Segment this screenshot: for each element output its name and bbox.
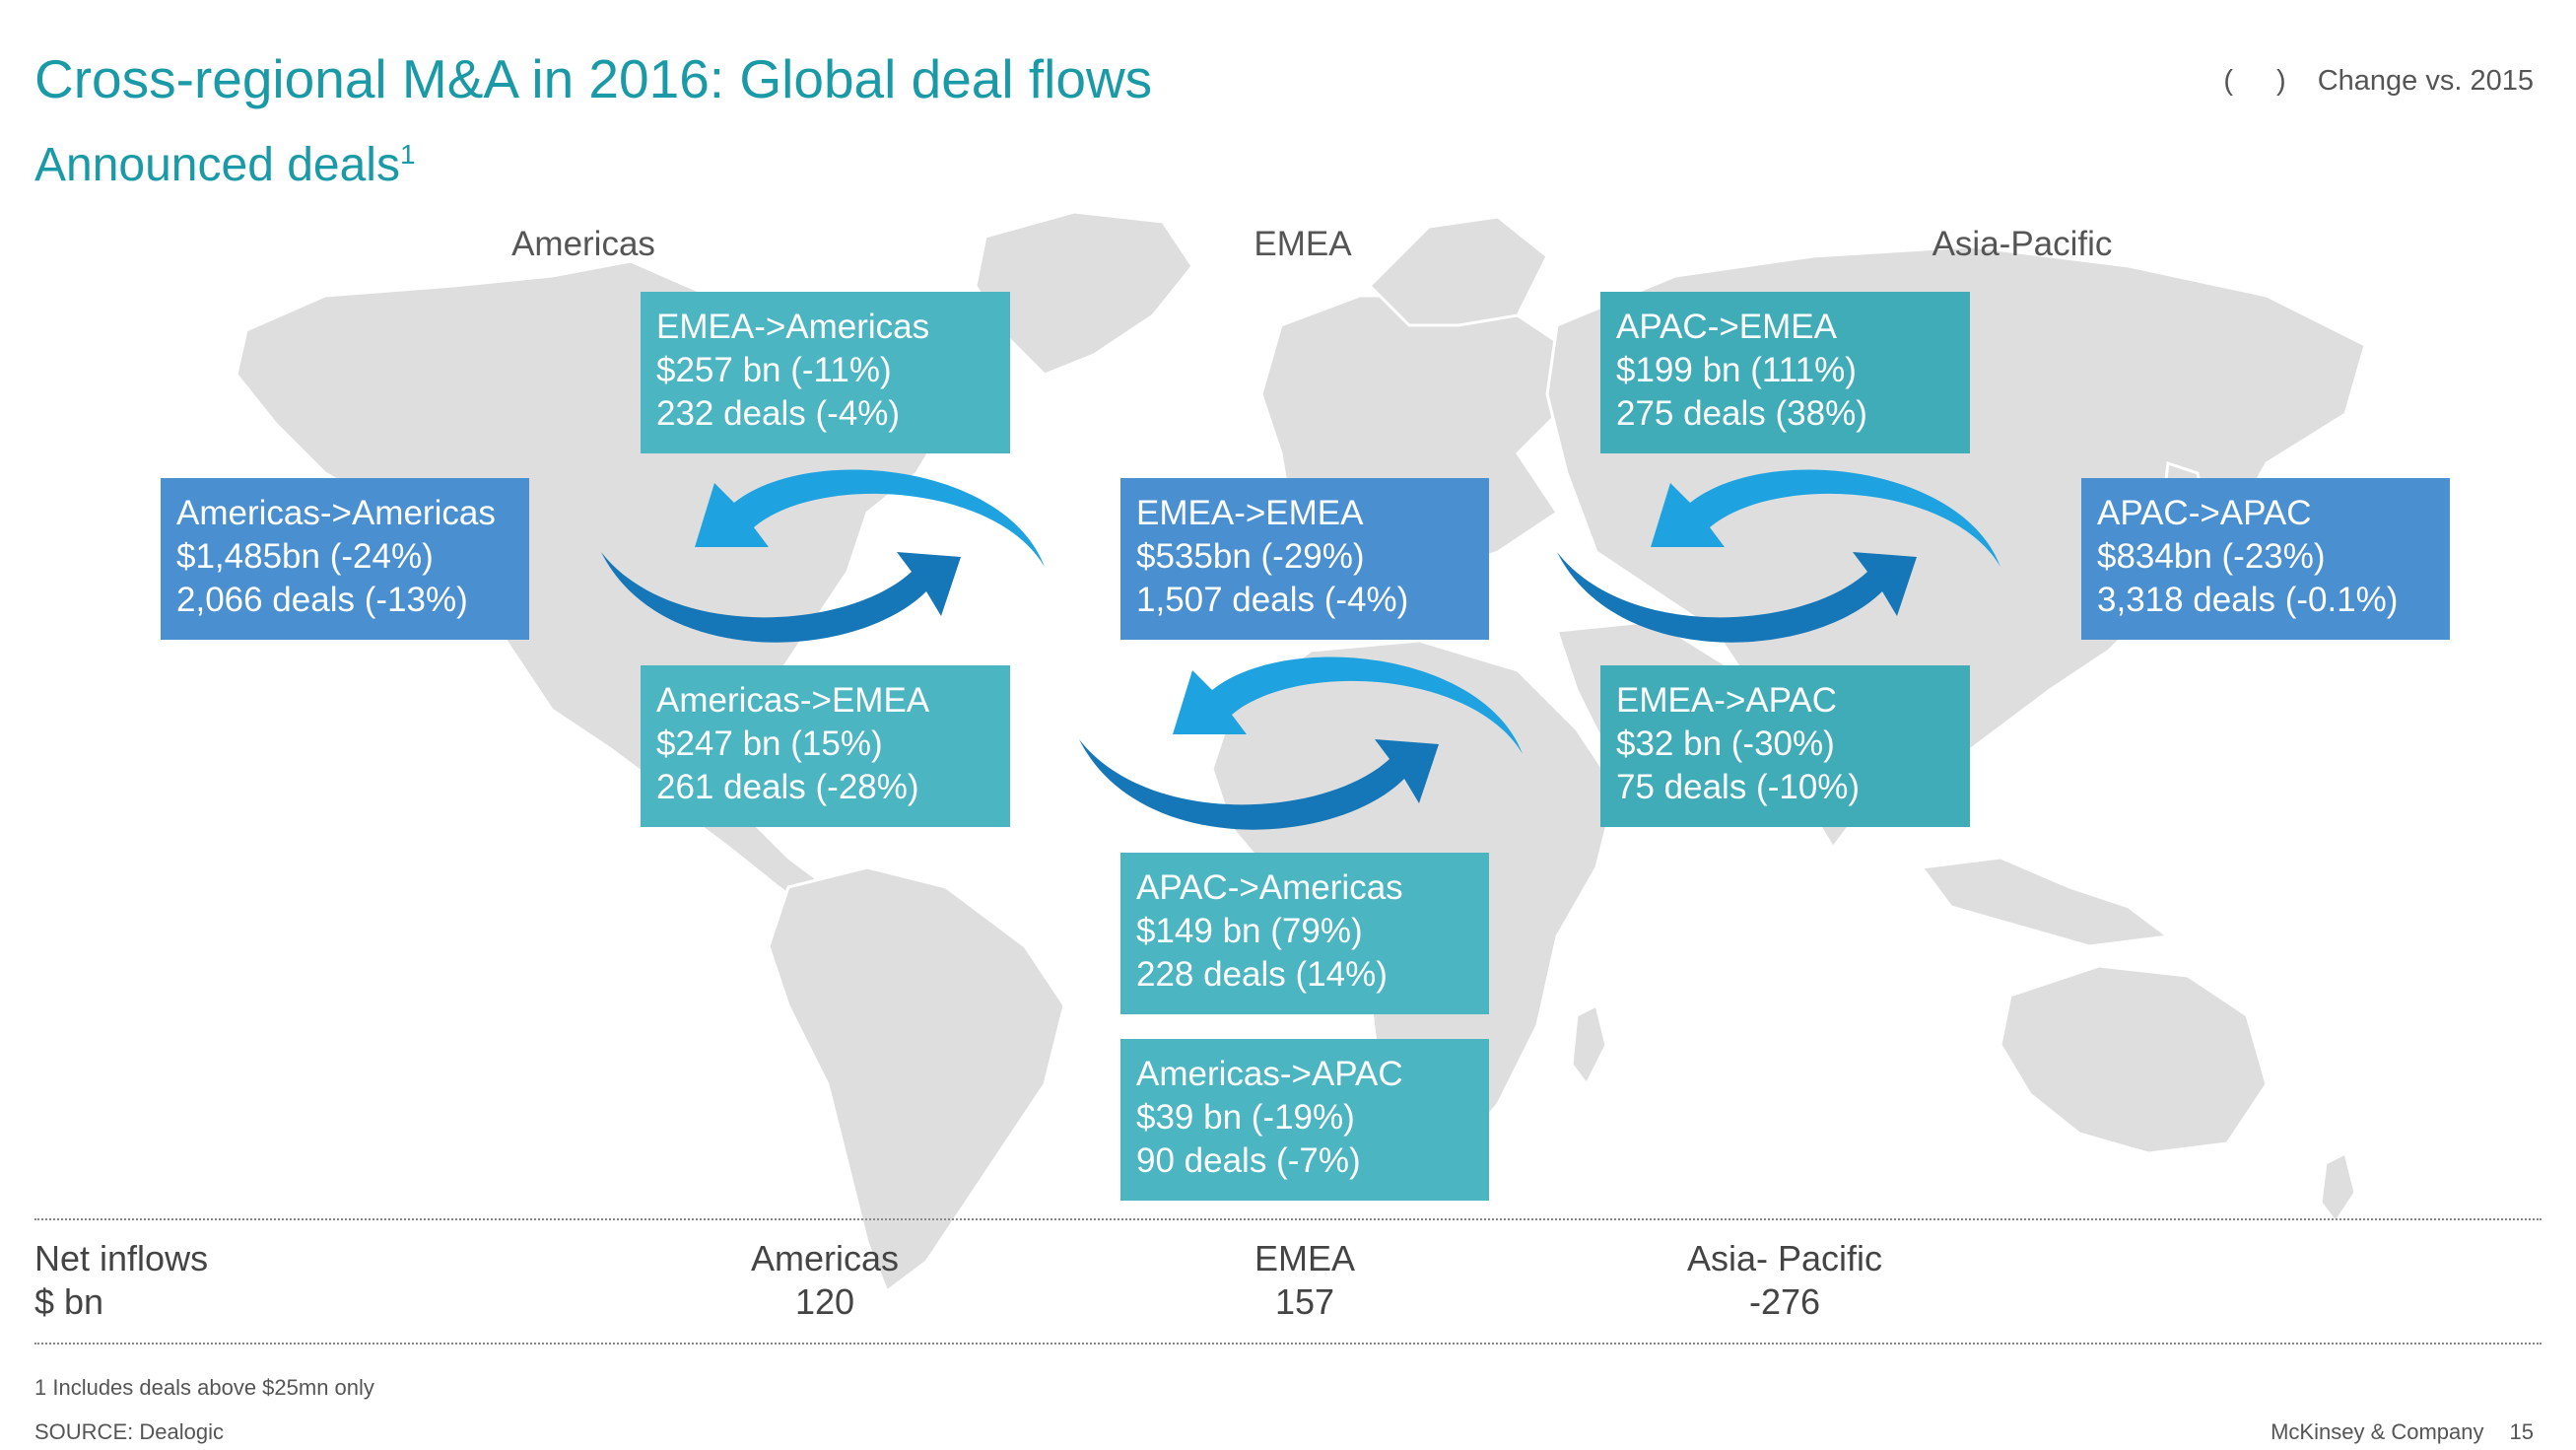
source-note: SOURCE: Dealogic	[34, 1419, 224, 1444]
page-title: Cross-regional M&A in 2016: Global deal …	[34, 48, 1153, 109]
arrow-pair-americas	[601, 469, 1045, 643]
flow-label: EMEA->EMEA	[1136, 494, 1364, 532]
arrow-pair-emea	[1079, 656, 1523, 830]
divider-top	[34, 1218, 2542, 1220]
australia-shape	[1999, 964, 2269, 1155]
change-legend: ( ) Change vs. 2015	[2223, 65, 2534, 98]
flow-value: $39 bn (-19%)	[1136, 1098, 1355, 1137]
region-label-americas: Americas	[511, 225, 655, 263]
arrow-apac-to-emea-lower	[1173, 656, 1523, 754]
region-label-emea: EMEA	[1254, 225, 1352, 263]
region-label-apac: Asia-Pacific	[1932, 225, 2113, 263]
flow-label: Americas->APAC	[1136, 1055, 1403, 1093]
flow-deals: 275 deals (38%)	[1616, 394, 1867, 433]
net-inflow-americas-value: 120	[794, 1281, 855, 1322]
flow-value: $257 bn (-11%)	[656, 351, 892, 389]
flow-box-apac-americas: APAC->Americas $149 bn (79%) 228 deals (…	[1120, 853, 1489, 1014]
scandinavia-shape	[1367, 215, 1549, 327]
brand-name: McKinsey & Company	[2271, 1419, 2484, 1444]
arrow-emea-to-apac-lower	[1079, 739, 1439, 830]
madagascar-shape	[1570, 1002, 1608, 1087]
net-inflows-label: Net inflows	[34, 1238, 209, 1278]
new-zealand-shape	[2319, 1150, 2357, 1225]
flow-value: $199 bn (111%)	[1616, 351, 1857, 389]
flow-box-apac-apac: APAC->APAC $834bn (-23%) 3,318 deals (-0…	[2081, 478, 2450, 640]
arrow-apac-to-emea	[1651, 469, 2000, 567]
subtitle-text: Announced deals	[34, 139, 400, 191]
net-inflows-unit: $ bn	[34, 1281, 104, 1322]
net-inflow-emea-name: EMEA	[1254, 1238, 1356, 1278]
flow-value: $834bn (-23%)	[2097, 537, 2326, 576]
south-america-shape	[767, 865, 1066, 1294]
divider-bottom	[34, 1343, 2542, 1345]
arrow-emea-to-apac	[1557, 552, 1917, 643]
flow-box-apac-emea: APAC->EMEA $199 bn (111%) 275 deals (38%…	[1600, 292, 1970, 453]
page-subtitle: Announced deals1	[34, 138, 416, 192]
net-inflow-apac-name: Asia- Pacific	[1686, 1238, 1883, 1278]
flow-label: APAC->Americas	[1136, 868, 1403, 907]
flow-label: EMEA->Americas	[656, 308, 930, 346]
flow-value: $535bn (-29%)	[1136, 537, 1365, 576]
subtitle-footnote-marker: 1	[399, 139, 416, 170]
indonesia-shape	[1919, 856, 2172, 948]
flow-deals: 1,507 deals (-4%)	[1136, 581, 1409, 619]
flow-box-emea-emea: EMEA->EMEA $535bn (-29%) 1,507 deals (-4…	[1120, 478, 1489, 640]
arrow-americas-to-emea	[601, 552, 961, 643]
flow-deals: 232 deals (-4%)	[656, 394, 901, 433]
flow-box-emea-apac: EMEA->APAC $32 bn (-30%) 75 deals (-10%)	[1600, 665, 1970, 827]
flow-value: $149 bn (79%)	[1136, 912, 1363, 950]
footnote: 1 Includes deals above $25mn only	[34, 1375, 374, 1400]
legend-paren-symbol: ( )	[2223, 65, 2304, 97]
flow-box-americas-americas: Americas->Americas $1,485bn (-24%) 2,066…	[161, 478, 529, 640]
flow-label: APAC->EMEA	[1616, 308, 1837, 346]
flow-deals: 90 deals (-7%)	[1136, 1141, 1361, 1180]
flow-label: EMEA->APAC	[1616, 681, 1837, 720]
flow-box-americas-emea: Americas->EMEA $247 bn (15%) 261 deals (…	[641, 665, 1010, 827]
flow-label: APAC->APAC	[2097, 494, 2312, 532]
net-inflow-americas-name: Americas	[750, 1238, 900, 1278]
flow-deals: 2,066 deals (-13%)	[176, 581, 468, 619]
net-inflow-emea-value: 157	[1274, 1281, 1335, 1322]
page-number: 15	[2509, 1419, 2534, 1444]
arrow-emea-to-americas	[695, 469, 1045, 567]
flow-deals: 228 deals (14%)	[1136, 955, 1388, 994]
net-inflow-apac-value: -276	[1748, 1281, 1821, 1322]
flow-box-americas-apac: Americas->APAC $39 bn (-19%) 90 deals (-…	[1120, 1039, 1489, 1201]
flow-label: Americas->Americas	[176, 494, 496, 532]
legend-label: Change vs. 2015	[2317, 65, 2534, 97]
arrow-pair-apac	[1557, 469, 2000, 643]
flow-value: $247 bn (15%)	[656, 725, 883, 763]
flow-deals: 75 deals (-10%)	[1616, 768, 1861, 806]
flow-label: Americas->EMEA	[656, 681, 930, 720]
flow-box-emea-americas: EMEA->Americas $257 bn (-11%) 232 deals …	[641, 292, 1010, 453]
flow-value: $1,485bn (-24%)	[176, 537, 434, 576]
brand-footer: McKinsey & Company 15	[2271, 1419, 2534, 1445]
flow-value: $32 bn (-30%)	[1616, 725, 1835, 763]
flow-deals: 3,318 deals (-0.1%)	[2097, 581, 2399, 619]
flow-deals: 261 deals (-28%)	[656, 768, 919, 806]
